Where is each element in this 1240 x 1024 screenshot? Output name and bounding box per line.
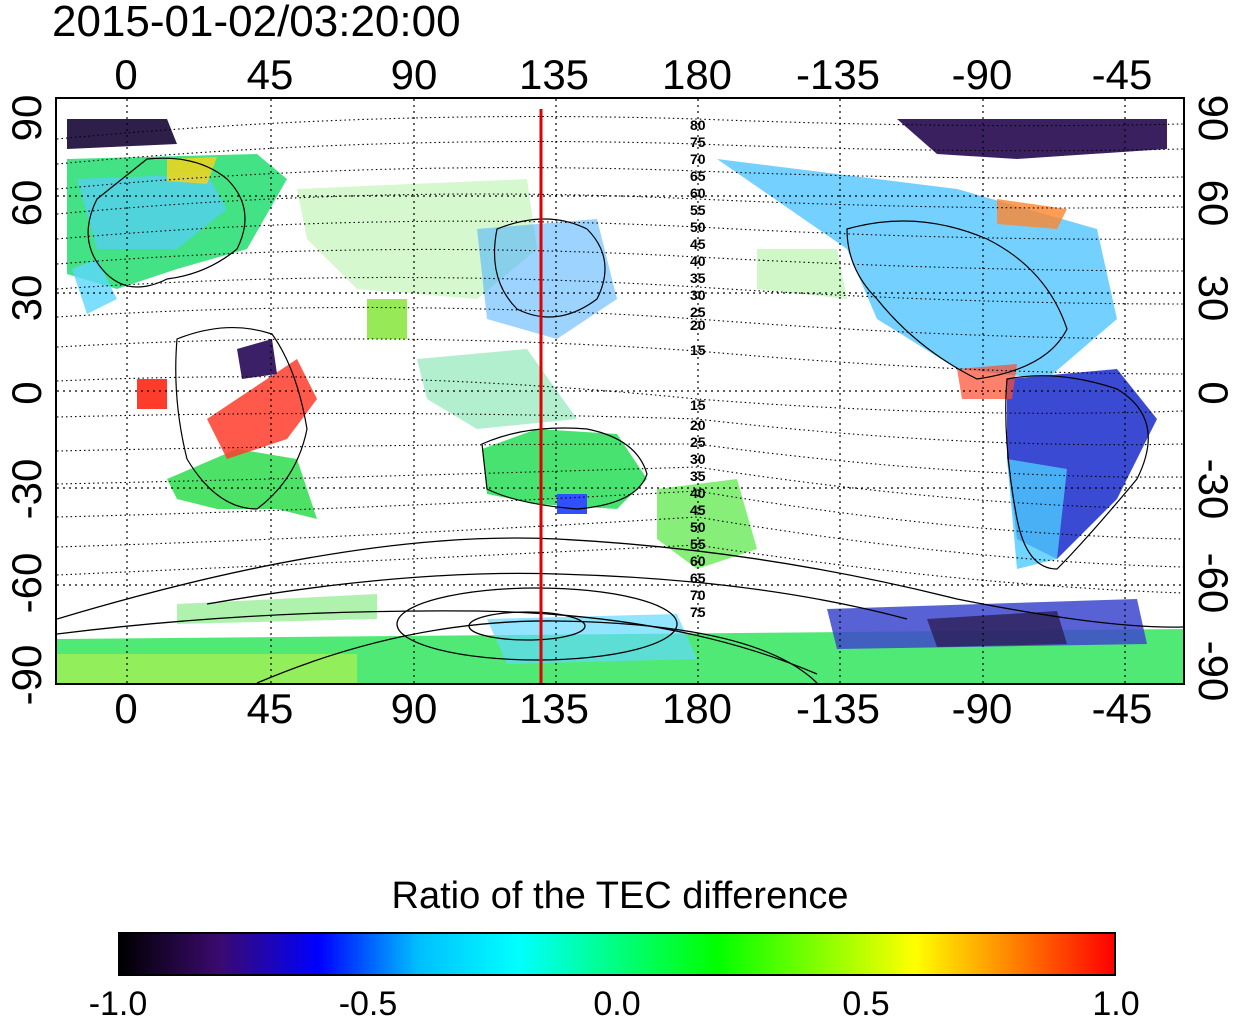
left-lat-tick: 60 [3,179,50,227]
mlat-label: 20 [690,317,706,333]
mlat-label: 45 [690,236,706,252]
mlat-label: 60 [690,185,706,201]
bottom-lon-tick: -135 [795,685,881,732]
mlat-label: 20 [690,417,706,433]
southern-magnetic-ovals [57,537,1183,683]
top-lon-tick: 180 [661,51,733,98]
colorbar-tick: 0.0 [593,985,641,1023]
mlat-label: 55 [690,202,706,218]
top-lon-tick: -45 [1091,51,1153,98]
mlat-label: 35 [690,468,706,484]
right-lat-tick: -30 [1190,458,1237,520]
top-lon-tick: -135 [795,51,881,98]
bottom-lon-tick: -90 [951,685,1013,732]
left-lat-tick: -60 [3,552,50,614]
colorbar-tick: 1.0 [1092,985,1140,1023]
bottom-lon-tick: 90 [390,685,438,732]
mlat-label: 50 [690,219,706,235]
colorbar-title: Ratio of the TEC difference [391,875,849,917]
mlat-label: 55 [690,536,706,552]
top-lon-tick: 135 [518,51,590,98]
left-lat-tick: 30 [3,274,50,322]
right-lat-tick: 0 [1190,381,1237,405]
colorbar [118,932,1116,976]
colorbar-tick: -0.5 [338,985,398,1023]
mlat-label: 25 [690,434,706,450]
mlat-label: 75 [690,604,706,620]
bottom-lon-tick: 0 [114,685,138,732]
mlat-label: 65 [690,570,706,586]
bottom-lon-tick: 135 [518,685,590,732]
mlat-label: 25 [690,304,706,320]
magnetic-latitude-labels-north: 80 75 70 65 60 55 50 45 40 35 30 25 20 1… [690,117,706,358]
top-lon-tick: 0 [114,51,138,98]
magnetic-latitude-labels-south: 15 20 25 30 35 40 45 50 55 60 65 70 75 [690,397,706,620]
mlat-label: 15 [690,342,706,358]
left-lat-tick: -30 [3,458,50,520]
tec-map: 80 75 70 65 60 55 50 45 40 35 30 25 20 1… [57,99,1183,683]
mlat-label: 40 [690,253,706,269]
colorbar-tick: 0.5 [842,985,890,1023]
mlat-label: 60 [690,553,706,569]
right-lat-tick: 60 [1190,179,1237,227]
top-lon-tick: -90 [951,51,1013,98]
coastlines [87,157,1149,570]
bottom-lon-tick: 180 [661,685,733,732]
left-lat-tick: 90 [3,94,50,142]
mlat-label: 70 [690,587,706,603]
mlat-label: 50 [690,519,706,535]
right-lat-tick: 30 [1190,274,1237,322]
right-lat-tick: -90 [1190,640,1237,702]
bottom-lon-tick: -45 [1091,685,1153,732]
mlat-label: 15 [690,397,706,413]
lat-lon-grid [57,99,1183,683]
bottom-lon-tick: 45 [246,685,294,732]
tec-data-layer [57,119,1183,683]
mlat-label: 40 [690,485,706,501]
mlat-label: 80 [690,117,706,133]
mlat-label: 65 [690,168,706,184]
right-lat-tick: -60 [1190,552,1237,614]
magnetic-latitude-contours [57,115,1183,594]
left-lat-tick: 0 [3,381,50,405]
mlat-label: 75 [690,134,706,150]
mlat-label: 35 [690,270,706,286]
mlat-label: 30 [690,287,706,303]
colorbar-tick: -1.0 [88,985,148,1023]
left-lat-tick: -90 [3,644,50,706]
right-lat-tick: 90 [1190,94,1237,142]
mlat-label: 45 [690,502,706,518]
top-lon-tick: 90 [390,51,438,98]
mlat-label: 30 [690,451,706,467]
mlat-label: 70 [690,151,706,167]
tec-map-panel: 80 75 70 65 60 55 50 45 40 35 30 25 20 1… [55,97,1185,685]
timestamp-title: 2015-01-02/03:20:00 [52,0,461,46]
top-lon-tick: 45 [246,51,294,98]
